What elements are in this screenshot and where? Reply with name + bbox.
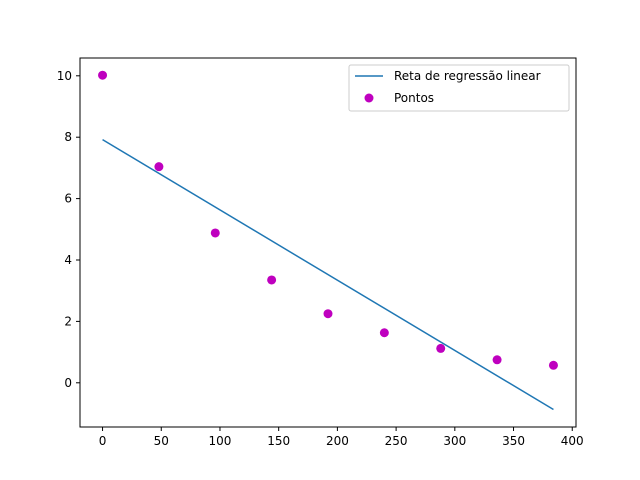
x-tick-label: 250 <box>385 434 408 448</box>
x-tick-label: 0 <box>99 434 107 448</box>
plot-area <box>98 70 558 411</box>
y-axis: 0 2 4 6 8 10 <box>57 69 80 390</box>
scatter-point <box>154 162 164 172</box>
scatter-point <box>436 343 446 353</box>
axes-frame <box>79 57 577 428</box>
y-tick-label: 0 <box>64 376 72 390</box>
scatter-point <box>492 355 502 365</box>
legend-label-regression: Reta de regressão linear <box>394 69 541 83</box>
x-tick-label: 100 <box>209 434 232 448</box>
scatter-point <box>379 328 389 338</box>
scatter-point <box>98 70 108 80</box>
y-tick-label: 4 <box>64 253 72 267</box>
scatter-point <box>323 309 333 319</box>
legend-label-points: Pontos <box>394 91 434 105</box>
y-tick-label: 6 <box>64 192 72 206</box>
x-tick-label: 350 <box>502 434 525 448</box>
x-tick-label: 50 <box>154 434 169 448</box>
regression-line <box>102 139 554 411</box>
x-tick-label: 400 <box>561 434 584 448</box>
x-tick-label: 200 <box>326 434 349 448</box>
scatter-point <box>210 228 220 238</box>
scatter-point <box>548 360 558 370</box>
y-tick-label: 10 <box>57 69 72 83</box>
scatter-point <box>267 275 277 285</box>
y-tick-label: 2 <box>64 314 72 328</box>
x-tick-label: 300 <box>443 434 466 448</box>
x-tick-label: 150 <box>267 434 290 448</box>
legend: Reta de regressão linear Pontos <box>348 64 570 112</box>
x-axis: 0 50 100 150 200 250 300 350 400 <box>99 427 584 448</box>
y-tick-label: 8 <box>64 130 72 144</box>
legend-box <box>348 64 570 112</box>
legend-point-swatch <box>364 93 374 103</box>
